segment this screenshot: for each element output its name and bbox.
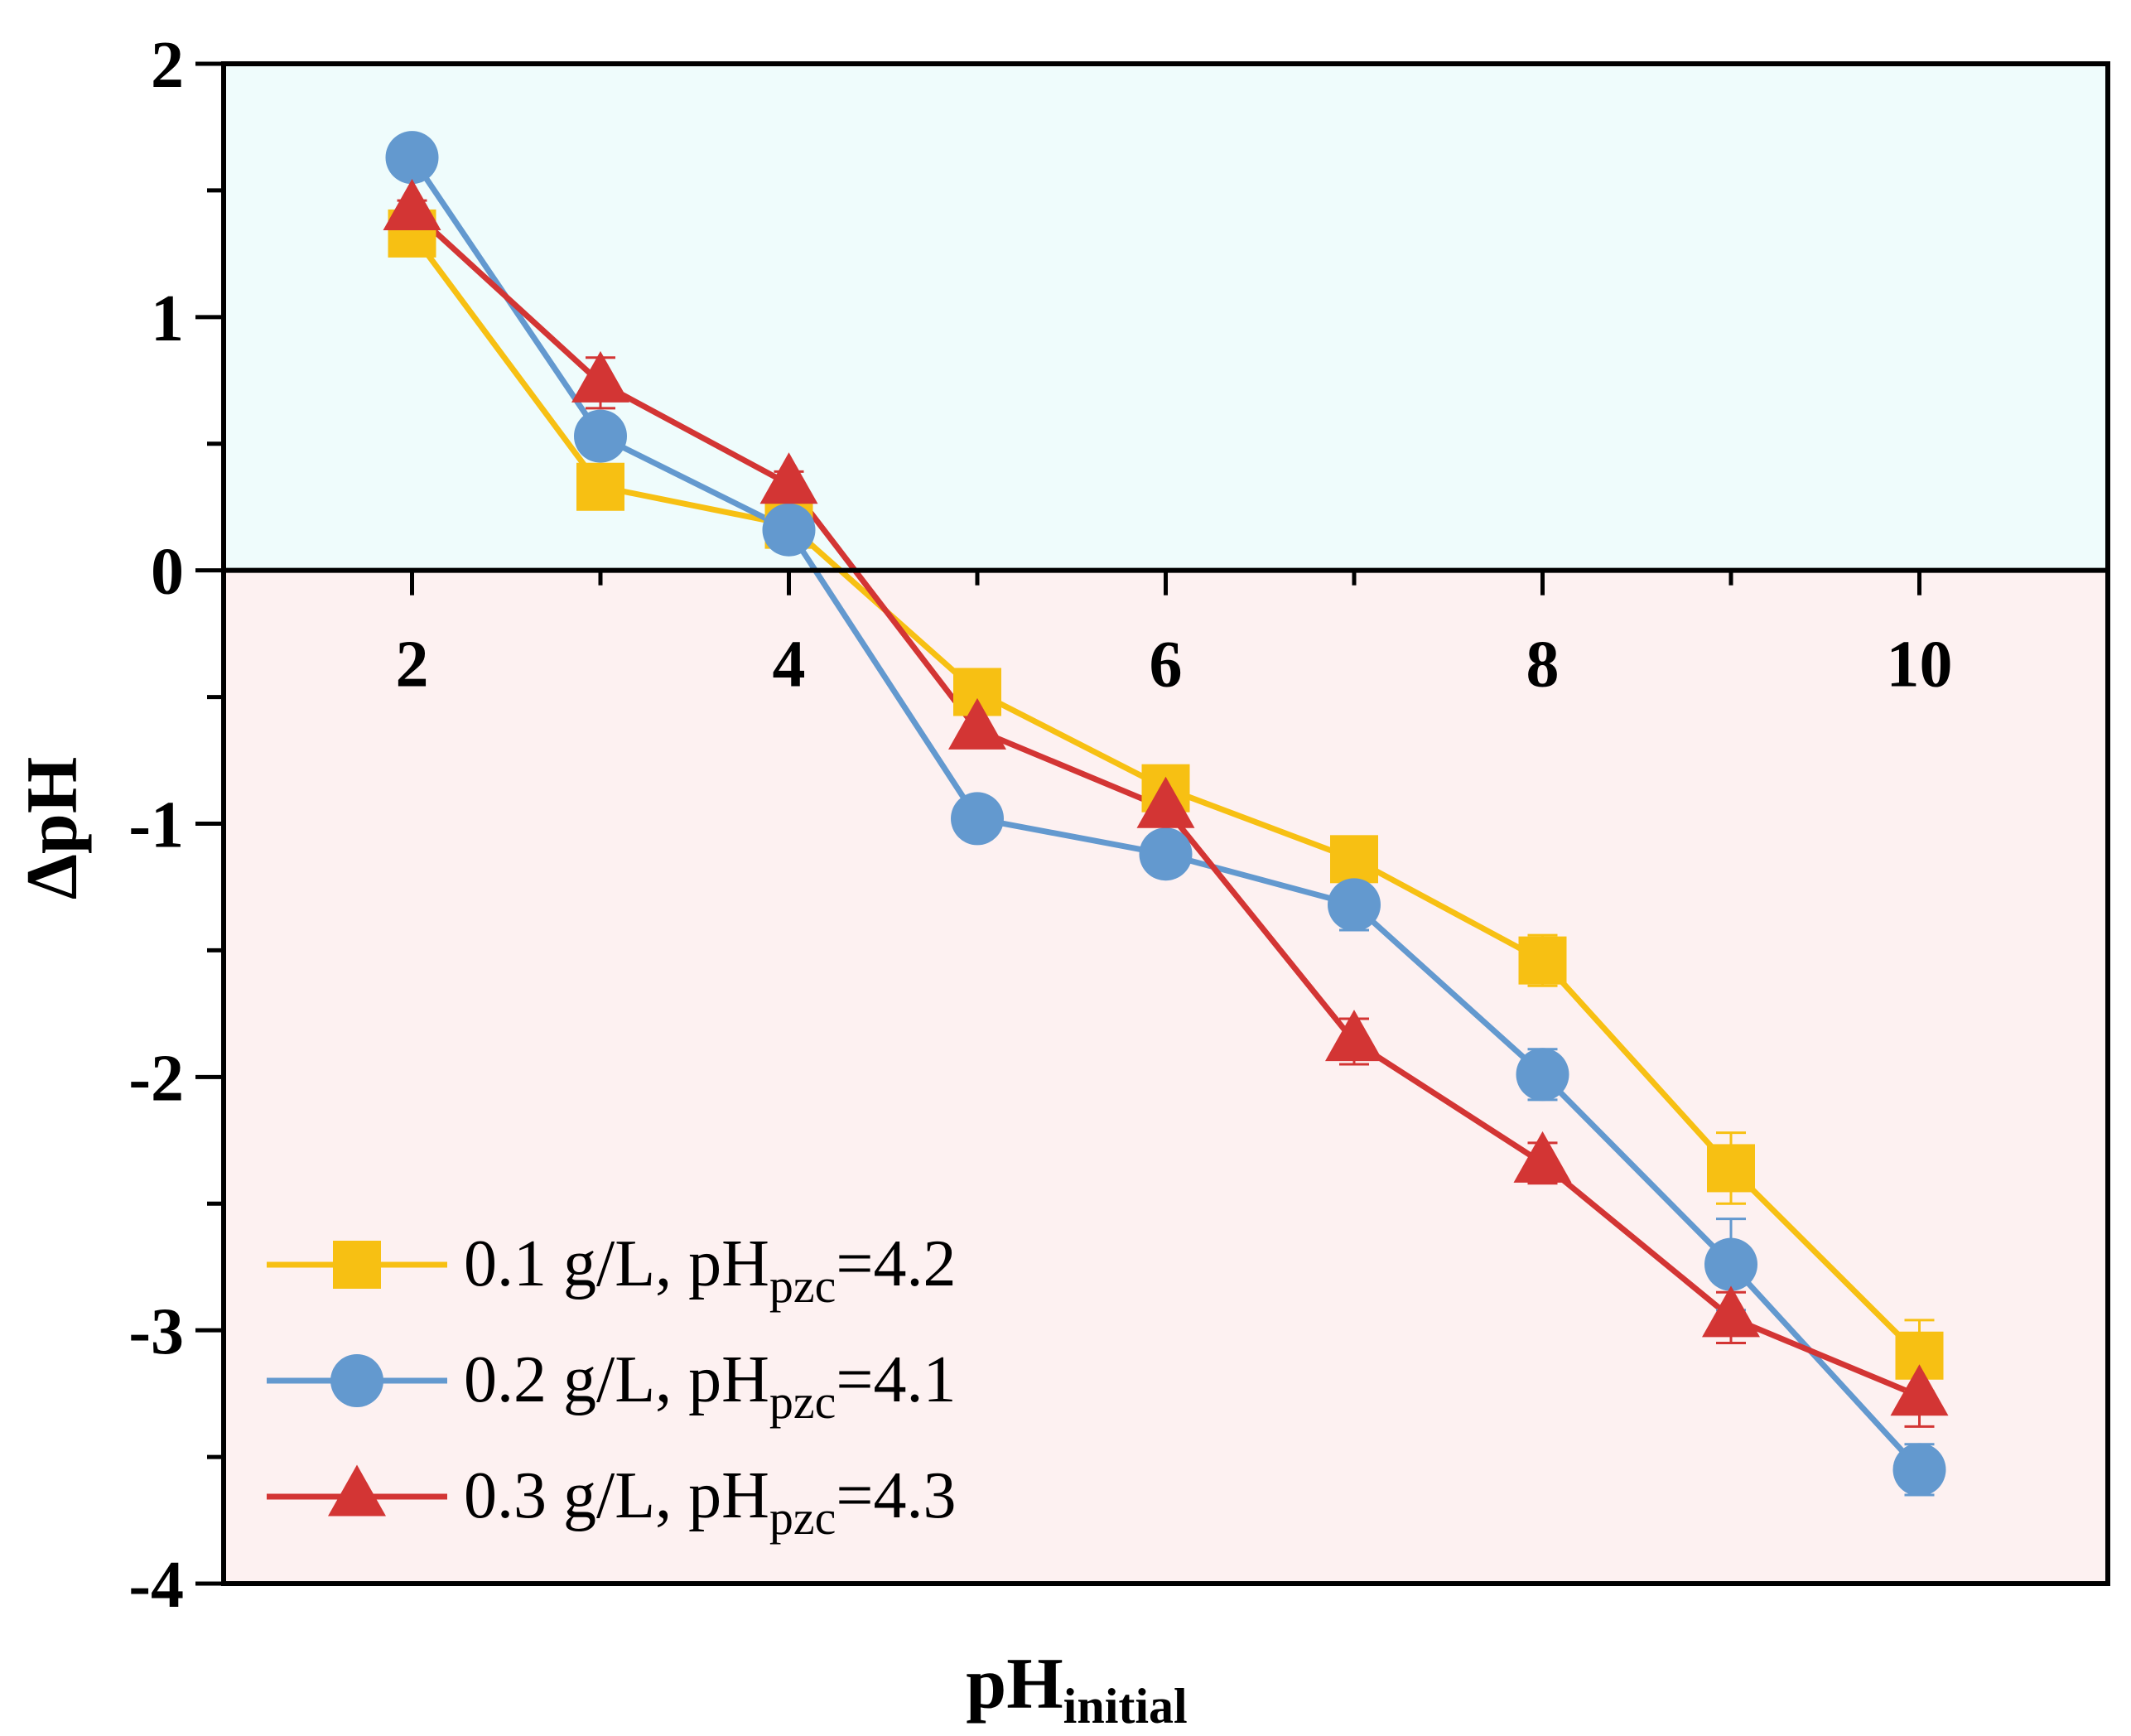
y-tick-label: -1 [128, 789, 184, 862]
legend-marker [330, 1354, 383, 1407]
data-point-circle [1328, 878, 1381, 932]
legend-symbol-triangle [267, 1464, 447, 1517]
legend-label-2: 0.3 g/L, pHpzc=4.3 [464, 1459, 957, 1545]
y-tick-label: -4 [128, 1549, 184, 1622]
data-point-triangle [759, 452, 818, 504]
x-tick-label: 8 [1526, 629, 1560, 702]
data-point-circle [1516, 1048, 1569, 1102]
data-point-triangle [1325, 1010, 1383, 1062]
data-point-triangle [383, 178, 441, 230]
x-axis-title-sub: initial [1063, 1679, 1188, 1734]
data-point-circle [951, 792, 1004, 846]
legend-label-0: 0.1 g/L, pHpzc=4.2 [464, 1227, 957, 1313]
data-point-circle [1892, 1443, 1946, 1497]
y-axis-title: ΔpH [12, 757, 93, 900]
tick-labels: 210-1-2-3-42 4 6 8 10 [128, 29, 1952, 1622]
data-point-triangle [1890, 1364, 1949, 1416]
data-point-triangle [948, 697, 1006, 750]
data-point-circle [385, 131, 439, 185]
legend-item-2: 0.3 g/L, pHpzc=4.3 [267, 1459, 957, 1545]
data-point-square [1330, 835, 1378, 884]
axes [221, 61, 2110, 1586]
x-axis-title-main: pH [966, 1644, 1063, 1724]
negative-region [224, 570, 2108, 1584]
y-tick-label: 0 [151, 536, 184, 609]
series-markers [383, 131, 1949, 1497]
legend-item-1: 0.2 g/L, pHpzc=4.1 [267, 1343, 957, 1429]
background-regions [224, 64, 2108, 1584]
data-point-triangle [1136, 776, 1195, 828]
data-point-square [1518, 936, 1567, 985]
data-point-circle [1139, 827, 1193, 881]
y-tick-label: 1 [151, 282, 184, 355]
data-point-circle [574, 409, 627, 463]
legend-label-1: 0.2 g/L, pHpzc=4.1 [464, 1343, 957, 1429]
positive-region [224, 64, 2108, 571]
data-point-triangle [571, 350, 629, 403]
data-point-square [1707, 1144, 1755, 1193]
data-point-circle [1704, 1237, 1757, 1291]
data-point-triangle [1702, 1285, 1760, 1338]
legend-marker [328, 1464, 386, 1517]
legend-symbol-circle [267, 1354, 447, 1407]
y-tick-label: 2 [151, 29, 184, 102]
data-point-square [576, 462, 624, 511]
axis-ticks [195, 61, 1921, 1586]
x-tick-label: 10 [1887, 629, 1953, 702]
y-tick-label: -2 [128, 1042, 184, 1115]
x-tick-label: 2 [396, 629, 429, 702]
x-tick-label: 4 [773, 629, 806, 702]
y-tick-label: -3 [128, 1295, 184, 1368]
legend-item-0: 0.1 g/L, pHpzc=4.2 [267, 1227, 957, 1313]
data-point-circle [762, 503, 816, 557]
x-tick-label: 6 [1150, 629, 1183, 702]
legend-marker [333, 1241, 381, 1289]
data-point-triangle [1513, 1131, 1572, 1183]
legend-symbol-square [267, 1241, 447, 1289]
plot-frame [221, 61, 2110, 1586]
legend: 0.1 g/L, pHpzc=4.2 0.2 g/L, pHpzc=4.1 0.… [267, 1227, 957, 1545]
x-axis-title: pHinitial [966, 1644, 1187, 1734]
